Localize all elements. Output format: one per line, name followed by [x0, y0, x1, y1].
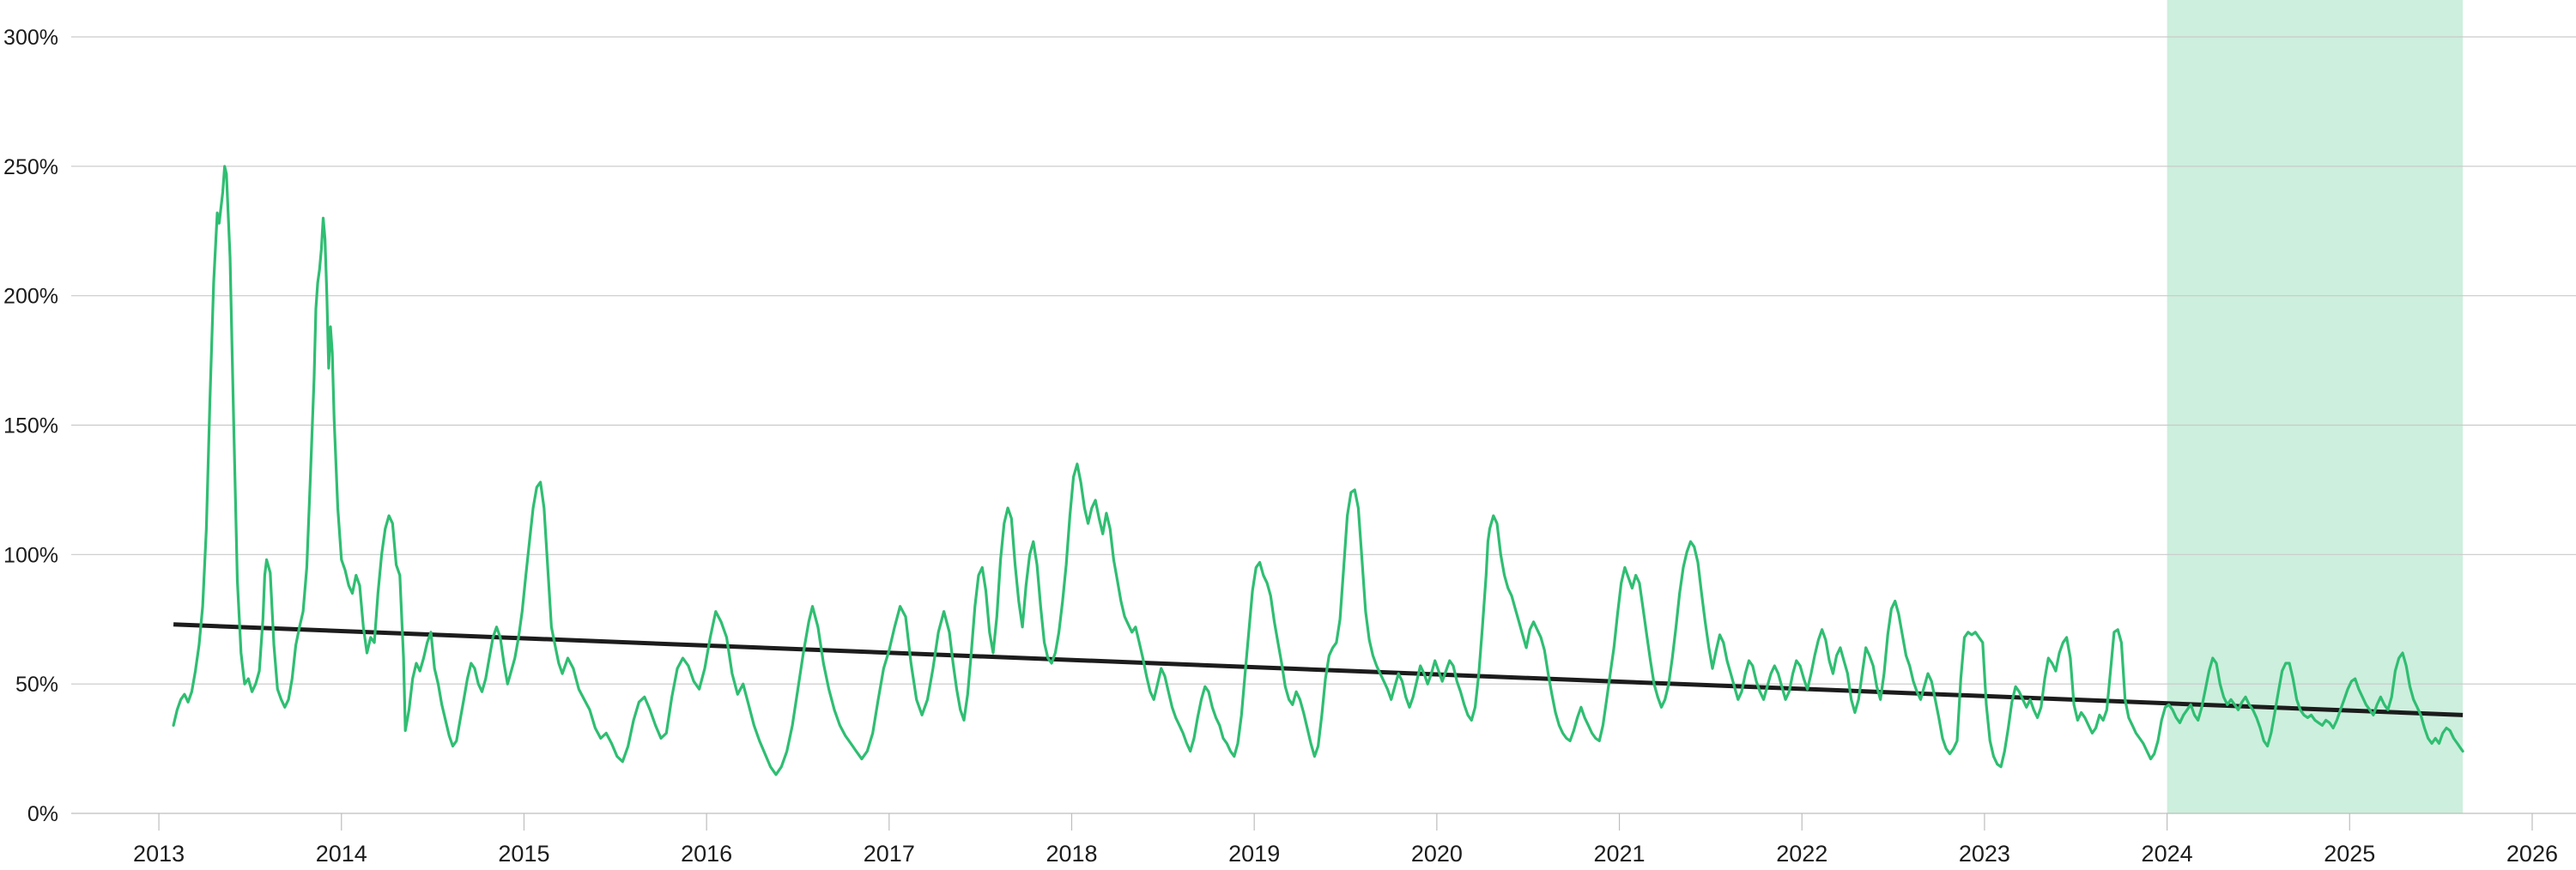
- y-axis-label: 250%: [3, 155, 58, 179]
- x-axis-label: 2025: [2324, 841, 2375, 867]
- x-axis-label: 2017: [864, 841, 915, 867]
- y-axis-label: 300%: [3, 26, 58, 50]
- x-axis-label: 2016: [681, 841, 732, 867]
- x-axis-label: 2013: [133, 841, 185, 867]
- x-axis-label: 2020: [1411, 841, 1463, 867]
- x-axis-label: 2021: [1594, 841, 1646, 867]
- y-axis-label: 200%: [3, 285, 58, 309]
- y-axis-label: 50%: [15, 673, 58, 697]
- y-axis-label: 0%: [27, 802, 58, 826]
- forecast-highlight-band: [2167, 0, 2464, 813]
- y-axis-label: 150%: [3, 414, 58, 438]
- x-axis-label: 2015: [498, 841, 549, 867]
- x-axis-label: 2024: [2142, 841, 2193, 867]
- x-axis-label: 2022: [1776, 841, 1827, 867]
- x-axis-label: 2019: [1228, 841, 1280, 867]
- x-axis-label: 2014: [316, 841, 367, 867]
- x-axis-label: 2023: [1959, 841, 2010, 867]
- series-line: [172, 165, 2464, 776]
- y-axis-label: 100%: [3, 543, 58, 567]
- x-axis-label: 2018: [1046, 841, 1097, 867]
- x-axis-label: 2026: [2506, 841, 2558, 867]
